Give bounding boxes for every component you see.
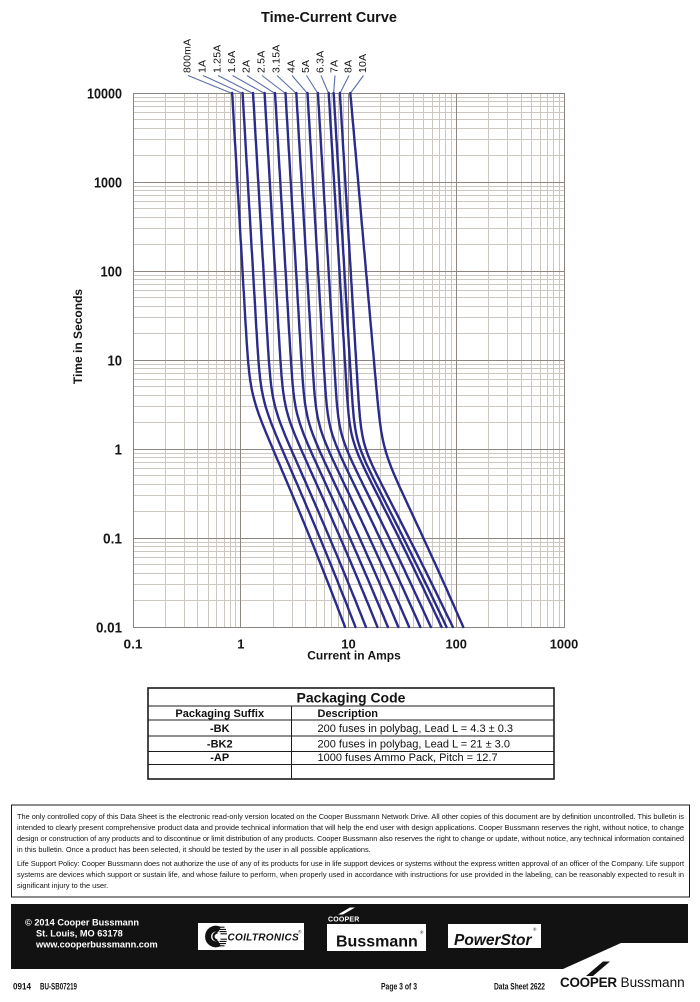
svg-text:200 fuses in polybag, Lead L =: 200 fuses in polybag, Lead L = 21 ± 3.0 xyxy=(318,739,510,751)
svg-text:800mA: 800mA xyxy=(182,39,194,73)
svg-text:design or construction of any: design or construction of any products a… xyxy=(17,834,684,843)
svg-text:Bussmann: Bussmann xyxy=(621,975,685,990)
svg-text:-BK2: -BK2 xyxy=(207,739,233,751)
svg-text:8A: 8A xyxy=(343,60,355,73)
svg-text:200 fuses in polybag, Lead L =: 200 fuses in polybag, Lead L = 4.3 ± 0.3 xyxy=(318,723,514,735)
svg-text:1: 1 xyxy=(237,637,244,652)
svg-text:systems are devices which supp: systems are devices which support or sus… xyxy=(17,870,684,879)
svg-text:100: 100 xyxy=(445,637,467,652)
svg-text:-BK: -BK xyxy=(210,723,230,735)
svg-text:10000: 10000 xyxy=(87,86,122,103)
svg-text:in this bulletin. Once a produ: in this bulletin. Once a product has bee… xyxy=(17,845,371,854)
svg-text:Current in Amps: Current in Amps xyxy=(307,649,401,663)
svg-text:significant injury to the user: significant injury to the user. xyxy=(17,881,108,890)
svg-text:0.1: 0.1 xyxy=(103,531,122,548)
svg-text:BU-SB07219: BU-SB07219 xyxy=(40,982,77,992)
svg-text:6.3A: 6.3A xyxy=(315,51,327,73)
svg-text:®: ® xyxy=(533,926,537,932)
svg-text:1: 1 xyxy=(115,442,123,459)
svg-text:Packaging Suffix: Packaging Suffix xyxy=(175,708,265,720)
svg-text:®: ® xyxy=(298,929,302,935)
svg-text:Life Support Policy: Cooper Bu: Life Support Policy: Cooper Bussmann doe… xyxy=(17,859,684,868)
svg-text:1000 fuses Ammo Pack, Pitch =: 1000 fuses Ammo Pack, Pitch = 12.7 xyxy=(318,752,498,764)
svg-text:The only controlled copy of th: The only controlled copy of this Data Sh… xyxy=(17,812,684,821)
svg-text:100: 100 xyxy=(101,264,123,281)
svg-text:2.5A: 2.5A xyxy=(256,51,268,73)
svg-text:PowerStor: PowerStor xyxy=(454,932,532,949)
svg-text:1000: 1000 xyxy=(550,637,579,652)
svg-text:5A: 5A xyxy=(300,60,312,73)
svg-text:COILTRONICS: COILTRONICS xyxy=(228,933,299,944)
svg-text:1000: 1000 xyxy=(94,175,122,192)
svg-text:1.6A: 1.6A xyxy=(226,51,238,73)
svg-text:1A: 1A xyxy=(197,60,209,73)
svg-text:2A: 2A xyxy=(241,60,253,73)
svg-text:Time-Current Curve: Time-Current Curve xyxy=(261,10,397,26)
svg-text:10: 10 xyxy=(108,353,123,370)
svg-text:0.01: 0.01 xyxy=(96,620,122,637)
svg-text:10A: 10A xyxy=(357,54,369,73)
svg-text:Page 3 of 3: Page 3 of 3 xyxy=(381,982,417,992)
svg-text:3.15A: 3.15A xyxy=(271,45,283,73)
svg-text:www.cooperbussmann.com: www.cooperbussmann.com xyxy=(35,940,158,950)
svg-text:0.1: 0.1 xyxy=(124,637,143,652)
svg-text:Description: Description xyxy=(318,708,379,720)
svg-text:COOPER: COOPER xyxy=(560,975,617,990)
svg-text:10: 10 xyxy=(341,637,356,652)
svg-text:Packaging Code: Packaging Code xyxy=(297,690,406,706)
svg-text:COOPER: COOPER xyxy=(328,917,360,924)
svg-text:intended to clearly present co: intended to clearly present comprehensiv… xyxy=(17,823,684,832)
svg-text:®: ® xyxy=(420,929,424,935)
svg-text:7A: 7A xyxy=(329,60,341,73)
svg-text:© 2014 Cooper Bussmann: © 2014 Cooper Bussmann xyxy=(25,918,139,928)
svg-text:Data Sheet 2622: Data Sheet 2622 xyxy=(494,982,545,992)
svg-text:4A: 4A xyxy=(286,60,298,73)
svg-text:St. Louis, MO 63178: St. Louis, MO 63178 xyxy=(36,929,123,939)
svg-text:Bussmann: Bussmann xyxy=(336,934,418,951)
svg-text:1.25A: 1.25A xyxy=(212,45,224,73)
svg-text:0914: 0914 xyxy=(13,982,31,992)
svg-text:Time in Seconds: Time in Seconds xyxy=(71,289,85,384)
svg-text:-AP: -AP xyxy=(210,752,229,764)
